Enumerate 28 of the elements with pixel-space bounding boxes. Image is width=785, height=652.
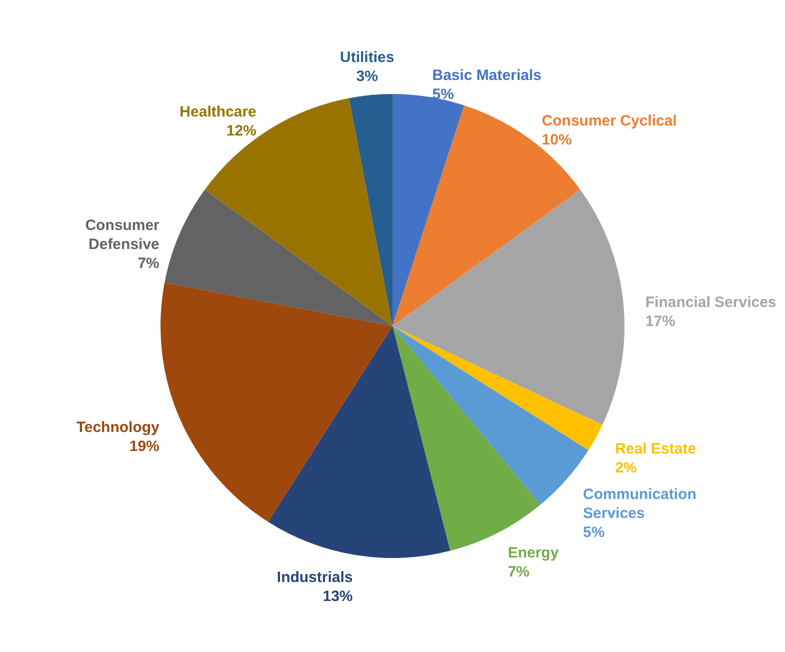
pie-slice xyxy=(164,190,392,326)
data-label: 5% xyxy=(583,524,605,541)
slice-label: Communication Services xyxy=(583,486,696,522)
pie-slice xyxy=(392,190,624,425)
slice-label: Consumer Cyclical xyxy=(542,112,677,130)
data-label: 19% xyxy=(129,438,160,455)
slice-label: Real Estate xyxy=(615,440,696,458)
data-label: 12% xyxy=(226,122,256,140)
pie-slice xyxy=(392,326,602,450)
data-label: 2% xyxy=(615,459,637,476)
pie-slice xyxy=(268,326,450,558)
pie-slice xyxy=(349,94,392,326)
slice-label: Industrials xyxy=(276,568,353,586)
data-label: 7% xyxy=(508,563,530,580)
slice-label: Consumer Defensive xyxy=(85,217,160,254)
data-label: 13% xyxy=(322,588,353,605)
data-label: 17% xyxy=(645,313,676,330)
pie-slice xyxy=(160,282,392,522)
slice-label: Basic Materials xyxy=(432,67,542,84)
slice-label: Energy xyxy=(508,544,560,562)
data-label: 7% xyxy=(138,255,160,272)
data-label: 5% xyxy=(432,86,454,104)
slice-label: Healthcare xyxy=(180,104,256,121)
slice-label: Utilities xyxy=(340,49,394,66)
data-label: 10% xyxy=(542,132,572,149)
slice-label: Technology xyxy=(76,418,160,436)
data-label: 3% xyxy=(356,68,378,86)
slice-label: Financial Services xyxy=(645,294,776,312)
